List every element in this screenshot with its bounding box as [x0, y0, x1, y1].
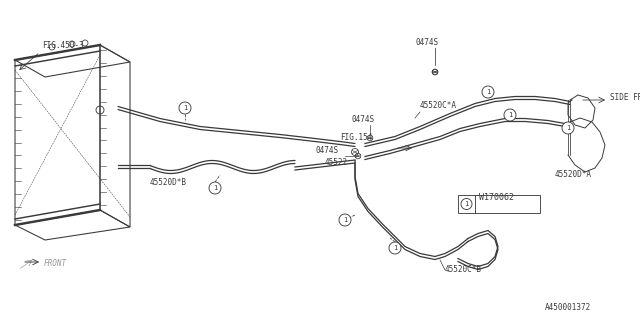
Text: FRONT: FRONT — [44, 260, 67, 268]
Text: 45520C*B: 45520C*B — [445, 265, 482, 274]
Circle shape — [504, 109, 516, 121]
Circle shape — [389, 242, 401, 254]
Text: 1: 1 — [486, 89, 490, 95]
Text: 1: 1 — [183, 105, 187, 111]
Text: 1: 1 — [566, 125, 570, 131]
Text: 1: 1 — [213, 185, 217, 191]
Circle shape — [209, 182, 221, 194]
Text: FIG.450-3: FIG.450-3 — [42, 41, 84, 50]
Text: 0474S: 0474S — [315, 146, 338, 155]
Text: 0474S: 0474S — [415, 38, 438, 47]
Circle shape — [96, 106, 104, 114]
Text: 1: 1 — [343, 217, 347, 223]
Text: 45520C*A: 45520C*A — [420, 101, 457, 110]
Circle shape — [69, 41, 75, 47]
Text: FIG.154: FIG.154 — [340, 133, 372, 142]
Circle shape — [49, 44, 55, 50]
Circle shape — [82, 40, 88, 46]
Circle shape — [179, 102, 191, 114]
Text: 45520D*A: 45520D*A — [555, 170, 592, 179]
Circle shape — [482, 86, 494, 98]
Text: 0474S: 0474S — [352, 115, 375, 124]
Text: 1: 1 — [465, 201, 468, 207]
Text: 45522: 45522 — [325, 158, 348, 167]
Text: SIDE FRAME: SIDE FRAME — [610, 93, 640, 102]
Bar — [458, 195, 540, 213]
Text: 1: 1 — [393, 245, 397, 251]
Text: W170062: W170062 — [479, 194, 514, 203]
Text: 45520D*B: 45520D*B — [150, 178, 187, 187]
Circle shape — [339, 214, 351, 226]
Text: 1: 1 — [508, 112, 512, 118]
Text: A450001372: A450001372 — [545, 303, 591, 312]
Circle shape — [461, 198, 472, 210]
Circle shape — [562, 122, 574, 134]
